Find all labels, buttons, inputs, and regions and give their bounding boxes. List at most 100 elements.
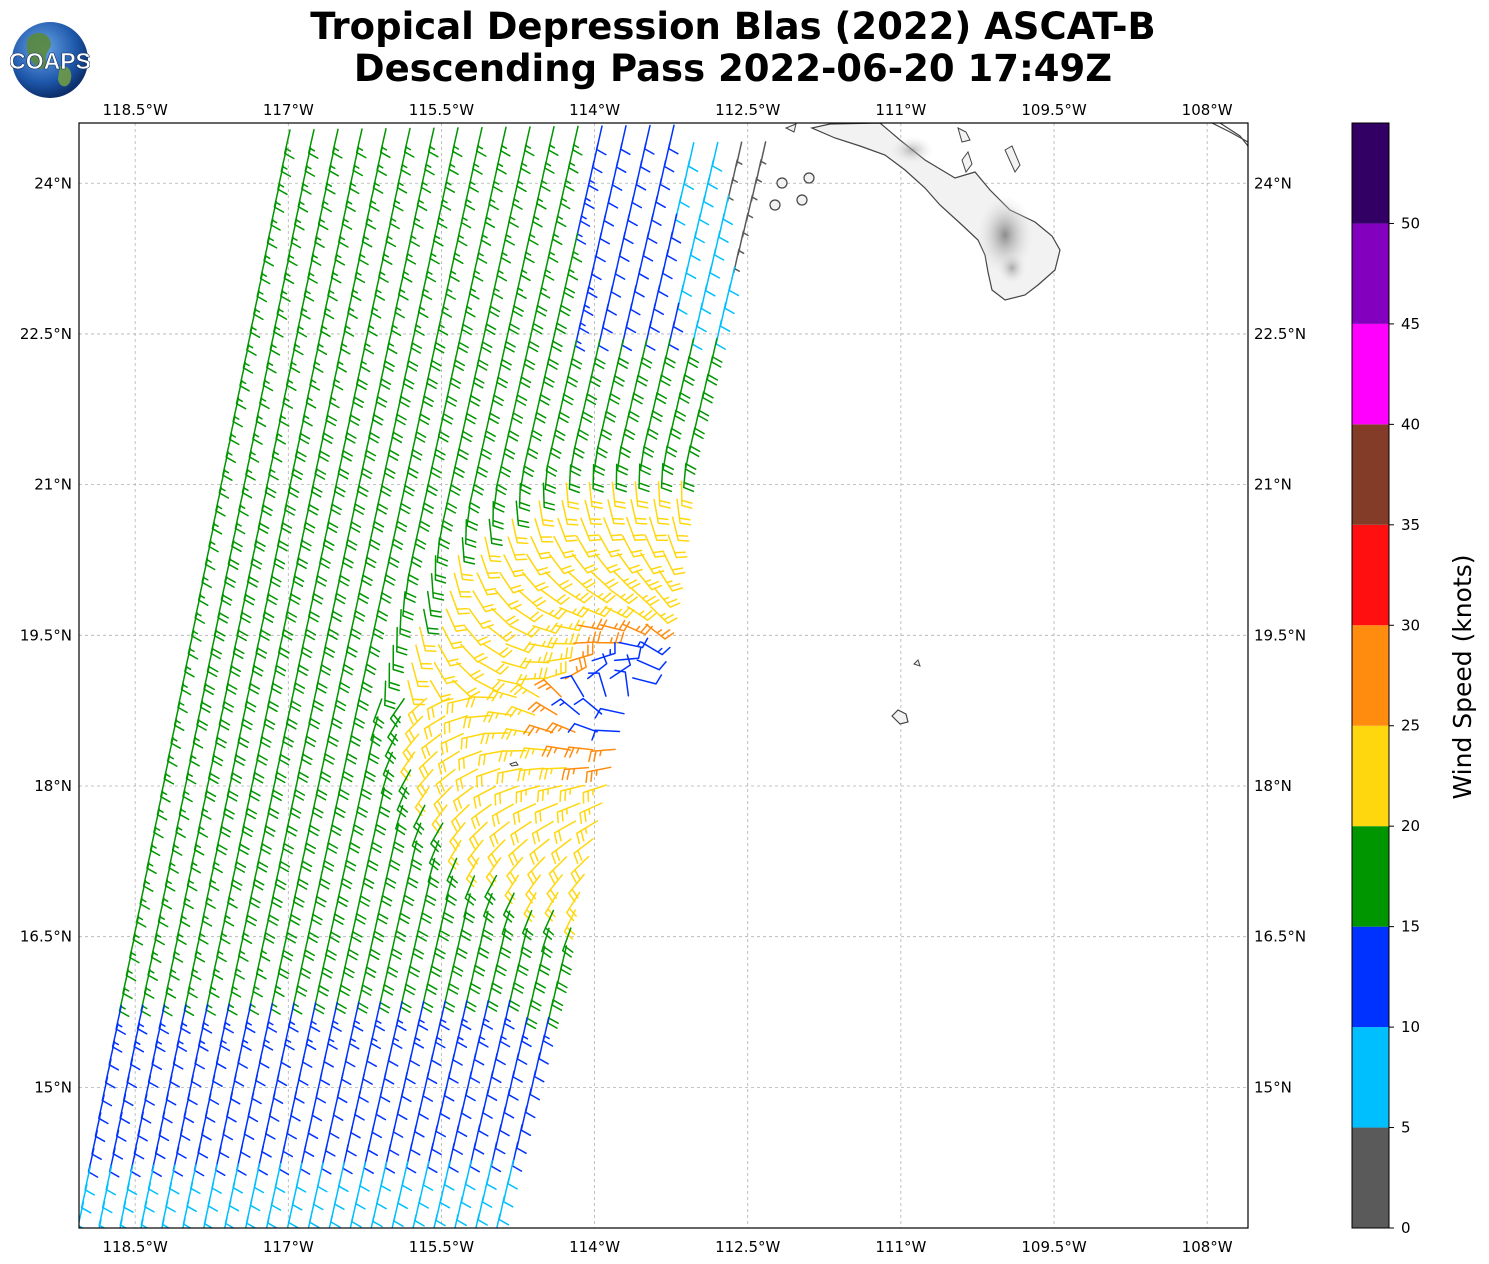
wind-barb (556, 802, 581, 824)
wind-barb (579, 802, 603, 825)
wind-barb (307, 253, 318, 284)
wind-barb (437, 305, 449, 336)
wind-barb (274, 1162, 286, 1193)
islas-marias-island (796, 194, 808, 206)
wind-barb (451, 127, 463, 158)
wind-barb (683, 355, 695, 386)
wind-barb (517, 589, 547, 608)
wind-barb (387, 430, 400, 461)
wind-barb (566, 357, 578, 388)
lon-tick-label-top: 109.5°W (1021, 101, 1086, 119)
wind-barb (483, 711, 513, 723)
wind-barb (457, 554, 474, 582)
wind-barb (208, 860, 220, 892)
wind-barb (165, 968, 177, 999)
wind-barb (415, 644, 434, 670)
wind-barb (551, 838, 572, 865)
wind-barb (337, 449, 350, 480)
wind-barb (243, 1109, 255, 1140)
wind-barb (356, 983, 369, 1014)
wind-barb (232, 628, 245, 660)
wind-barb (98, 1094, 109, 1125)
wind-barb (391, 519, 404, 550)
wind-barb (455, 928, 468, 959)
wind-barb (698, 195, 710, 226)
wind-barb (585, 766, 612, 784)
wind-barb (643, 124, 655, 155)
wind-barb (158, 1004, 170, 1035)
wind-barb (324, 1126, 336, 1157)
wind-barb (173, 701, 185, 732)
wind-barb (323, 627, 336, 658)
wind-barb (292, 877, 305, 908)
wind-barb (480, 732, 509, 745)
wind-barb (380, 573, 392, 604)
wind-barb (582, 285, 594, 316)
wind-barb (509, 625, 540, 638)
wind-barb (366, 1036, 377, 1067)
wind-barb (555, 304, 567, 335)
wind-barb (424, 145, 435, 176)
wind-barb (343, 306, 355, 337)
wind-barb (452, 1124, 463, 1155)
wind-barb (426, 359, 438, 390)
wind-barb (482, 999, 493, 1030)
wind-barb (349, 609, 362, 640)
wind-barb (472, 590, 497, 613)
wind-barb (273, 307, 284, 338)
wind-barb (378, 983, 391, 1014)
wind-barb (503, 429, 516, 460)
wind-barb (538, 767, 567, 780)
wind-barb (289, 681, 302, 712)
wind-barb (147, 950, 158, 981)
wind-barb (187, 968, 198, 999)
wind-barb (591, 729, 621, 741)
wind-barb (168, 1164, 180, 1195)
wind-barb (488, 287, 501, 318)
wind-barb (355, 128, 367, 159)
wind-barb (330, 805, 342, 836)
wind-barb (298, 414, 311, 445)
wind-barb (357, 680, 369, 711)
wind-barb (503, 554, 526, 578)
wind-barb (296, 307, 308, 338)
wind-barb (257, 1145, 268, 1176)
wind-barb (299, 1144, 311, 1175)
wind-barb (352, 146, 364, 177)
wind-barb (480, 554, 501, 579)
wind-barb (140, 1200, 149, 1228)
lat-tick-label-left: 19.5°N (20, 626, 72, 644)
wind-barb (311, 574, 324, 605)
wind-barb (387, 1036, 399, 1067)
wind-barb (466, 501, 479, 531)
wind-barb (196, 700, 208, 731)
wind-barb (328, 1108, 340, 1139)
wind-barb (515, 375, 528, 406)
wind-barb (719, 301, 731, 332)
lat-tick-label-right: 18°N (1254, 777, 1292, 795)
wind-barb (363, 1143, 374, 1174)
wind-barb (591, 642, 616, 662)
lat-tick-label-left: 18°N (34, 777, 72, 795)
wind-barb (252, 753, 265, 784)
wind-barb (338, 1162, 349, 1193)
wind-barb (384, 680, 396, 710)
wind-barb (158, 1111, 170, 1142)
wind-barb (237, 1038, 248, 1069)
colorbar-tick-label: 0 (1401, 1219, 1411, 1237)
wind-barb (182, 1217, 186, 1228)
wind-barb (468, 821, 488, 850)
wind-barb (383, 555, 396, 586)
wind-barb (700, 284, 712, 315)
wind-barb (496, 767, 523, 785)
wind-barb (536, 784, 563, 803)
wind-barb (492, 162, 503, 193)
wind-barb (396, 626, 408, 656)
wind-barb (497, 673, 528, 686)
wind-barb (468, 483, 481, 514)
wind-barb (434, 1018, 446, 1049)
wind-barb (231, 522, 243, 553)
wind-barb (534, 393, 547, 424)
wind-barb (588, 748, 616, 763)
wind-barb (280, 503, 293, 534)
